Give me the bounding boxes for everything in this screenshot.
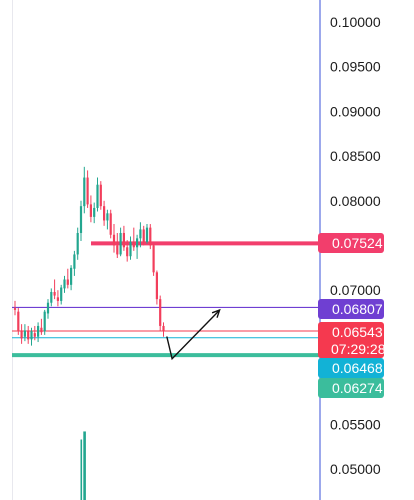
volume-bar xyxy=(83,431,86,500)
price-tag xyxy=(318,322,384,358)
candle-body xyxy=(33,333,36,337)
candle-body xyxy=(23,330,26,337)
candle-body xyxy=(37,325,40,337)
candle-body xyxy=(73,254,76,269)
price-tag xyxy=(318,233,384,253)
price-tag-label: 0.06807 xyxy=(332,301,383,317)
y-tick-label: 0.09000 xyxy=(330,103,381,119)
candle-body xyxy=(112,234,116,246)
candle-body xyxy=(63,279,66,289)
candle-body xyxy=(119,232,122,255)
y-tick-label: 0.07000 xyxy=(330,282,381,298)
price-tag-label: 0.07524 xyxy=(332,235,383,251)
price-tag-label: 0.06543 xyxy=(332,324,383,340)
candle-body xyxy=(40,327,43,333)
candle-body xyxy=(93,207,96,217)
candle-body xyxy=(109,213,112,235)
candle-body xyxy=(79,206,83,233)
candle-body xyxy=(99,184,102,207)
arrow-line xyxy=(166,309,221,361)
candle-body xyxy=(149,227,152,246)
candle-body xyxy=(43,311,46,332)
candle-body xyxy=(126,247,129,257)
candle-body xyxy=(56,297,59,301)
candle-body xyxy=(17,311,20,331)
y-tick-label: 0.05500 xyxy=(330,416,381,432)
candle-body xyxy=(70,267,73,285)
candle-body xyxy=(136,238,139,248)
candle-body xyxy=(152,245,155,273)
candle-body xyxy=(116,245,119,255)
candle-body xyxy=(129,241,132,257)
candle-body xyxy=(66,279,69,285)
candle-body xyxy=(145,227,149,242)
candle-body xyxy=(89,204,92,217)
candle-body xyxy=(142,229,145,242)
candle-body xyxy=(30,331,33,340)
candle-body xyxy=(159,299,162,326)
candle-body xyxy=(162,325,165,332)
candle-body xyxy=(53,291,56,296)
y-tick-label: 0.05000 xyxy=(330,461,381,477)
candle-body xyxy=(106,213,109,221)
price-tag xyxy=(318,299,384,319)
candle-body xyxy=(46,302,50,314)
candle-body xyxy=(83,177,86,207)
candle-body xyxy=(132,241,135,248)
candle-body xyxy=(13,308,17,310)
candle-body xyxy=(122,232,125,248)
price-tag xyxy=(318,378,384,398)
candle-body xyxy=(86,177,89,205)
y-tick-label: 0.08000 xyxy=(330,193,381,209)
countdown-label: 07:29:28 xyxy=(331,341,386,357)
price-tag xyxy=(318,358,384,378)
candle-body xyxy=(76,232,79,255)
candle-body xyxy=(27,330,30,340)
arrowhead-icon xyxy=(211,308,221,318)
candle-body xyxy=(20,330,23,339)
candle-body xyxy=(103,206,106,221)
volume-bar xyxy=(80,439,83,500)
candle-body xyxy=(155,272,158,300)
y-tick-label: 0.10000 xyxy=(330,14,381,30)
y-tick-label: 0.08500 xyxy=(330,148,381,164)
price-tag-label: 0.06274 xyxy=(332,380,383,396)
candle-body xyxy=(60,287,63,301)
y-tick-label: 0.09500 xyxy=(330,59,381,75)
candle-body xyxy=(96,184,99,208)
price-tag-label: 0.06468 xyxy=(332,360,383,376)
candle-body xyxy=(50,291,53,303)
candle-body xyxy=(139,229,142,239)
